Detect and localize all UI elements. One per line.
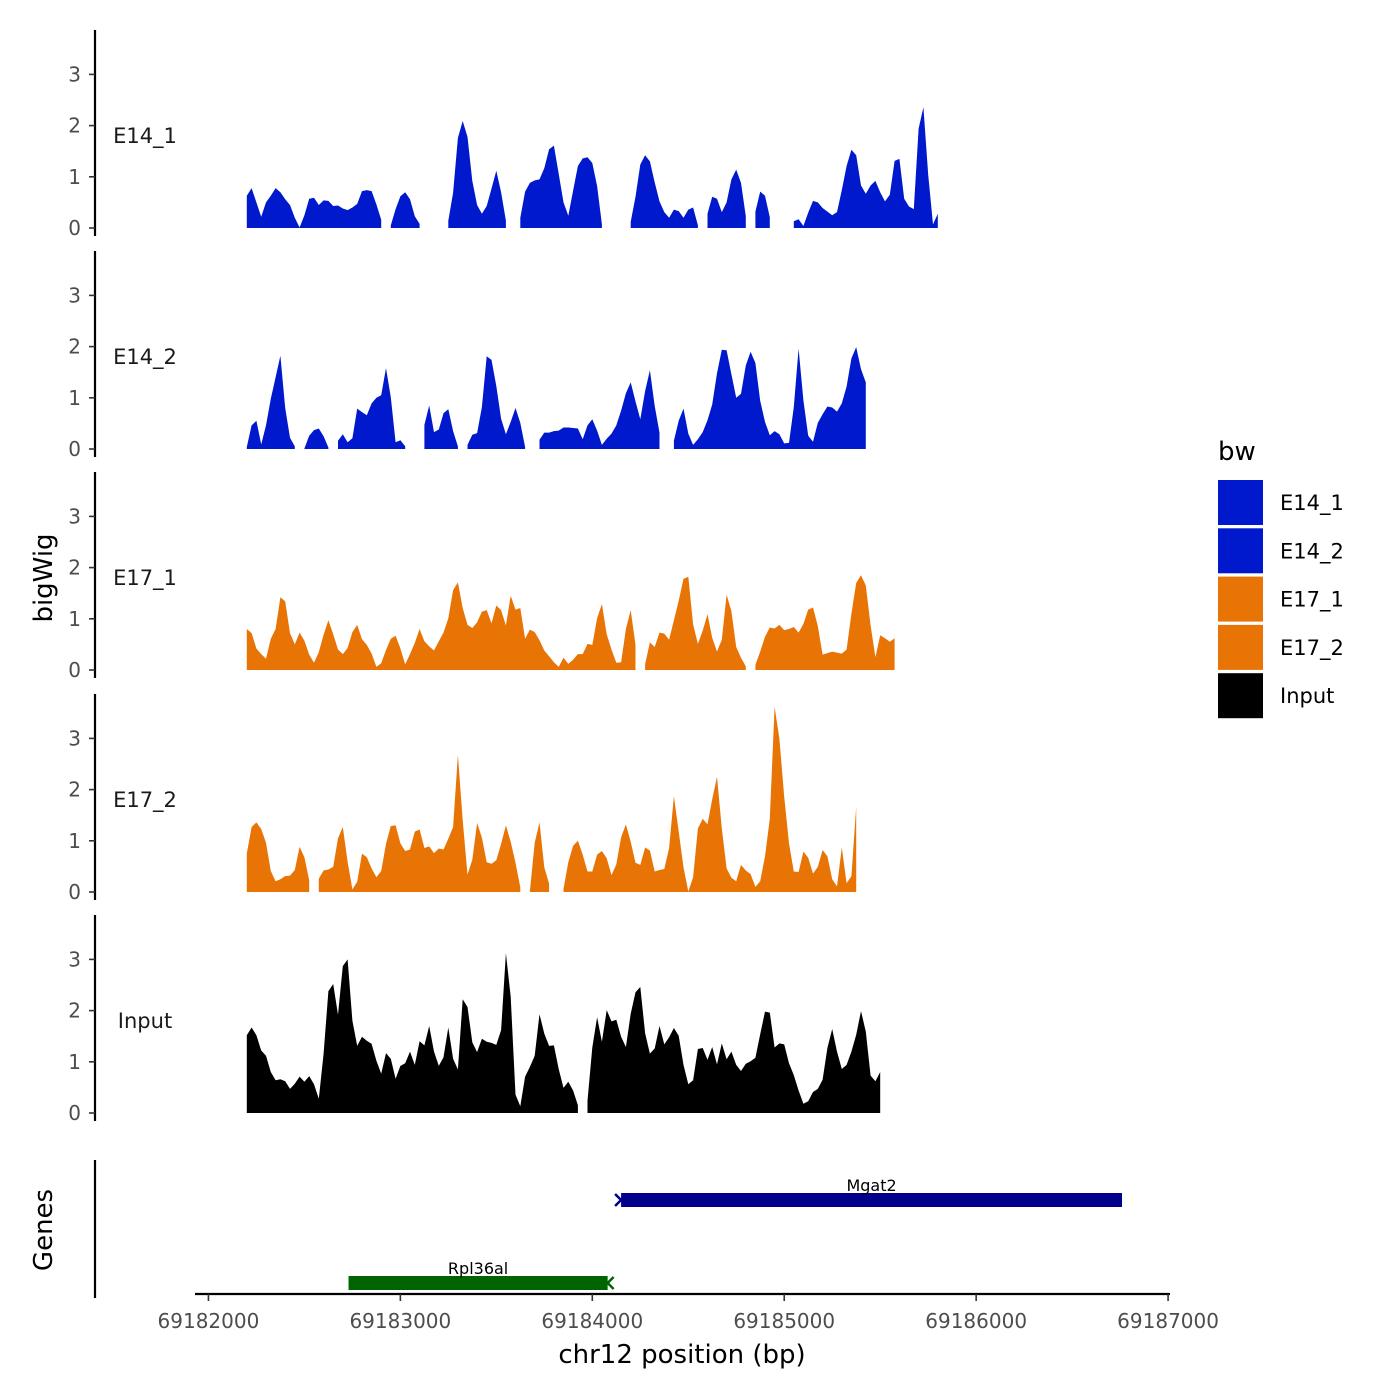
y-tick-label: 2 [68, 778, 81, 802]
gene-track: Rpl36al Mgat2 [93, 1160, 1123, 1298]
signal-area-E14_2 [338, 368, 406, 449]
y-tick-label: 2 [68, 999, 81, 1023]
y-tick-label: 3 [68, 726, 81, 750]
x-tick-label: 69185000 [733, 1309, 835, 1333]
legend-label-E17_1: E17_1 [1280, 588, 1344, 613]
y-tick-label: 0 [68, 1101, 81, 1125]
strand-arrow-icon [605, 1276, 615, 1290]
track-label-E14_1: E14_1 [113, 124, 177, 149]
y-tick-label: 3 [68, 504, 81, 528]
y-tick-label: 1 [68, 1050, 81, 1074]
y-axis-title-genes: Genes [29, 1189, 59, 1271]
y-tick-label: 2 [68, 556, 81, 580]
signal-area-E14_1 [793, 107, 938, 228]
signal-area-E14_1 [448, 121, 506, 228]
y-tick-label: 3 [68, 947, 81, 971]
track-E17_2: 0 1 2 3 E17_2 [68, 694, 857, 904]
y-tick-label: 3 [68, 62, 81, 86]
signal-area-E14_2 [467, 356, 526, 449]
y-tick-label: 0 [68, 880, 81, 904]
y-tick-label: 0 [68, 658, 81, 682]
gene-Rpl36al: Rpl36al [348, 1259, 615, 1290]
legend-title: bw [1218, 437, 1256, 467]
signal-area-E17_2 [246, 822, 310, 892]
legend: bw E14_1 E14_2 E17_1 E17_2 Input [1218, 437, 1344, 719]
signal-tracks: 0 1 2 3 E14_1 0 1 2 3 E14_2 0 1 2 3 E17_1 0 1 2 3 E17_2 0 1 2 3… [68, 30, 938, 1125]
signal-area-E14_2 [673, 347, 866, 449]
gene-body [621, 1193, 1123, 1207]
track-label-E17_2: E17_2 [113, 788, 177, 813]
y-tick-label: 1 [68, 165, 81, 189]
track-label-E17_1: E17_1 [113, 566, 177, 591]
legend-label-E17_2: E17_2 [1280, 636, 1344, 661]
legend-label-Input: Input [1280, 684, 1334, 708]
y-tick-label: 2 [68, 114, 81, 138]
legend-swatch-E17_2 [1218, 624, 1263, 670]
track-label-E14_2: E14_2 [113, 345, 177, 370]
signal-area-E14_1 [630, 155, 698, 228]
legend-swatch-E14_2 [1218, 528, 1263, 574]
signal-area-E14_1 [755, 191, 770, 228]
signal-area-E14_1 [390, 192, 420, 228]
signal-area-E17_1 [755, 575, 895, 670]
track-Input: 0 1 2 3 Input [68, 915, 881, 1125]
x-tick-label: 69184000 [541, 1309, 643, 1333]
y-axis-title-bigwig: bigWig [29, 533, 59, 622]
signal-area-Input [587, 987, 881, 1113]
signal-area-E14_1 [707, 169, 746, 228]
signal-area-E14_2 [246, 355, 295, 449]
signal-area-E17_2 [529, 822, 550, 892]
track-E17_1: 0 1 2 3 E17_1 [68, 472, 895, 682]
legend-label-E14_1: E14_1 [1280, 491, 1344, 516]
x-tick-label: 69187000 [1117, 1309, 1219, 1333]
gene-body [348, 1276, 608, 1290]
gene-label: Mgat2 [846, 1176, 896, 1195]
signal-area-E17_1 [645, 576, 746, 670]
gene-Mgat2: Mgat2 [614, 1176, 1123, 1207]
legend-swatch-Input [1218, 673, 1263, 719]
signal-area-E17_2 [563, 706, 857, 892]
legend-swatch-E17_1 [1218, 576, 1263, 622]
signal-area-E14_2 [539, 370, 660, 449]
signal-area-E14_1 [246, 188, 382, 228]
legend-swatch-E14_1 [1218, 480, 1263, 525]
x-tick-label: 69183000 [349, 1309, 451, 1333]
gene-label: Rpl36al [448, 1259, 508, 1278]
x-tick-label: 69186000 [925, 1309, 1027, 1333]
y-tick-label: 0 [68, 437, 81, 461]
strand-arrow-icon [614, 1193, 623, 1207]
signal-area-E14_2 [424, 405, 458, 449]
y-tick-label: 1 [68, 607, 81, 631]
track-E14_2: 0 1 2 3 E14_2 [68, 251, 866, 461]
legend-label-E14_2: E14_2 [1280, 539, 1344, 564]
y-tick-label: 2 [68, 335, 81, 359]
signal-area-Input [246, 953, 578, 1113]
signal-area-E14_2 [304, 428, 329, 449]
x-axis: 69182000 69183000 69184000 69185000 69186000… [158, 1292, 1219, 1333]
signal-area-E17_1 [246, 582, 636, 670]
x-axis-title: chr12 position (bp) [558, 1340, 805, 1370]
track-E14_1: 0 1 2 3 E14_1 [68, 30, 938, 240]
x-tick-label: 69182000 [158, 1309, 260, 1333]
track-label-Input: Input [118, 1009, 172, 1033]
signal-area-E14_1 [520, 145, 602, 228]
y-tick-label: 1 [68, 829, 81, 853]
y-tick-label: 0 [68, 216, 81, 240]
y-tick-label: 3 [68, 283, 81, 307]
signal-area-E17_2 [318, 754, 521, 892]
y-tick-label: 1 [68, 386, 81, 410]
